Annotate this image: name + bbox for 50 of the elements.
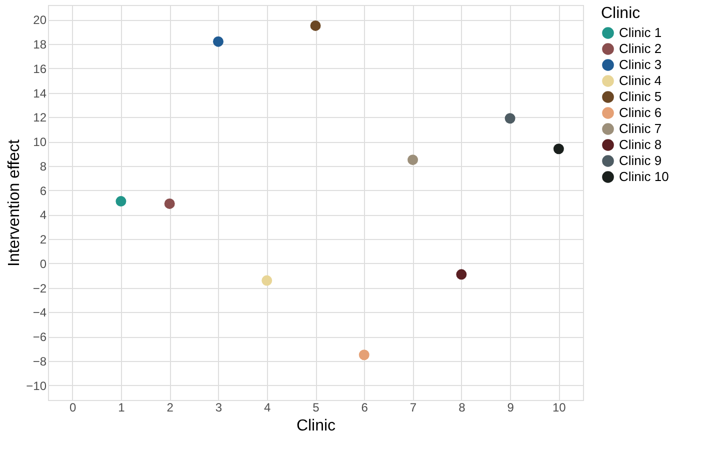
point (456, 269, 467, 280)
x-tick-label: 6 (361, 400, 368, 414)
legend-title: Clinic (601, 5, 640, 22)
point (310, 20, 321, 31)
y-axis-title: Intervention effect (6, 139, 24, 266)
x-tick-label: 0 (69, 400, 76, 414)
x-tick-label: 9 (507, 400, 514, 414)
y-tick-label: −6 (32, 330, 47, 344)
point (212, 36, 224, 47)
point (358, 350, 370, 360)
x-tick-label: 8 (458, 400, 466, 414)
x-tick-label: 7 (410, 400, 417, 414)
legend-label: Clinic 7 (619, 121, 662, 136)
y-tick-label: −2 (32, 281, 47, 296)
x-tick-label: 2 (166, 400, 174, 414)
legend-label: Clinic 2 (619, 41, 662, 56)
y-tick-label: 6 (40, 184, 47, 198)
legend-label: Clinic 3 (619, 57, 662, 72)
x-tick-label: 3 (215, 400, 222, 414)
legend-label: Clinic 4 (619, 73, 662, 88)
point (164, 198, 175, 209)
x-tick-label: 10 (552, 400, 566, 414)
legend-label: Clinic 8 (619, 137, 662, 152)
y-tick-label: 2 (40, 232, 47, 247)
legend-label: Clinic 1 (619, 25, 662, 40)
y-tick-label: 16 (33, 62, 47, 76)
y-tick-label: 4 (40, 208, 47, 222)
legend-label: Clinic 10 (619, 169, 669, 184)
y-tick-label: 8 (40, 159, 47, 174)
legend-label: Clinic 5 (619, 89, 662, 104)
legend-label: Clinic 9 (619, 153, 662, 168)
y-tick-label: 14 (33, 86, 47, 100)
x-tick-label: 1 (118, 400, 126, 414)
y-tick-label: −4 (32, 306, 47, 320)
y-tick-label: 10 (33, 135, 47, 150)
point (262, 275, 272, 286)
x-tick-label: 4 (264, 400, 272, 414)
x-axis-title: Clinic (296, 418, 336, 434)
y-tick-label: 0 (40, 256, 47, 271)
y-tick-label: −8 (32, 354, 47, 368)
y-tick-label: −10 (26, 378, 47, 393)
y-tick-label: 18 (33, 38, 47, 52)
y-tick-label: 20 (33, 13, 47, 28)
legend-label: Clinic 6 (619, 105, 662, 120)
point (116, 196, 126, 207)
point (553, 144, 564, 154)
y-tick-label: 12 (33, 110, 47, 125)
x-tick-label: 5 (312, 400, 320, 414)
point (504, 113, 516, 124)
point (408, 154, 418, 166)
